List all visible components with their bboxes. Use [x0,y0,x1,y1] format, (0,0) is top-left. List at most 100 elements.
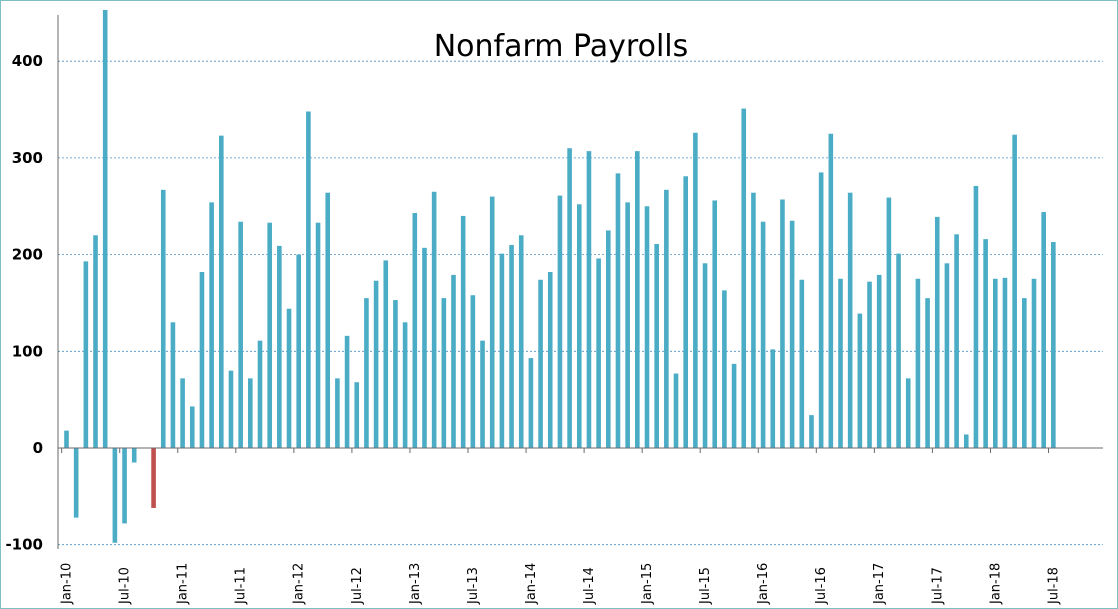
bar [180,378,185,448]
bar [538,279,543,448]
bar [1031,278,1037,448]
x-tick-label: Jul-17 [930,567,945,605]
bar [963,434,969,448]
bar [499,253,505,448]
bar [547,272,553,448]
bar [789,220,795,448]
bar [576,204,582,448]
bar [277,245,282,448]
bar [635,151,640,449]
bar [460,215,466,448]
bar [199,272,205,448]
y-tick-label: 400 [12,52,43,70]
bar [886,197,892,448]
bar [335,378,340,448]
bar [780,199,785,448]
bar [557,195,563,448]
bar [983,239,988,448]
bar [422,247,427,448]
bar [160,189,166,448]
bar [741,108,747,448]
bar [122,448,127,524]
bar [325,192,331,448]
bar [925,298,930,448]
x-tick-label: Jul-14 [582,567,597,605]
y-tick-label: 0 [33,439,43,457]
bar [731,363,737,448]
bar [489,196,495,448]
bar [431,191,437,448]
bar [354,382,360,448]
bar [993,278,998,448]
bar [799,279,805,448]
bar [673,373,679,448]
bar [228,370,234,448]
bar [73,448,79,518]
bar [664,189,669,448]
y-tick-label: 100 [12,342,43,360]
bar [219,135,224,448]
bar [751,192,756,448]
y-tick-labels: -100 0 100 200 300 400 [5,52,43,554]
bar [867,281,872,448]
bar [528,358,534,448]
chart-title: Nonfarm Payrolls [434,29,689,64]
bar [393,300,398,448]
x-tick-label: Jul-10 [118,567,133,605]
x-tick-label: Jan-18 [988,563,1003,605]
bar [296,254,301,448]
bar [83,261,89,448]
bar [441,298,447,448]
bar [248,378,253,448]
bar [470,295,476,448]
bar [770,349,776,448]
bar [712,200,718,448]
bar [586,151,592,449]
axes [57,15,1103,549]
bar [693,132,698,448]
bar [257,340,263,448]
x-tick-label: Jan-11 [176,563,191,605]
bar [480,340,485,448]
bar [702,263,708,448]
bar [934,216,940,448]
x-tick-label: Jan-15 [640,563,655,605]
bar [905,378,911,448]
bar [654,243,659,448]
bar [847,192,853,448]
bar [722,290,727,448]
x-tick-label: Jan-14 [524,563,539,605]
bar [838,278,843,448]
bar [1002,277,1008,448]
bar [915,278,921,448]
bar [112,448,118,543]
bar [402,322,408,448]
x-tick-label: Jan-16 [756,563,771,605]
bar [567,148,572,449]
bar [373,280,379,448]
bar [131,448,137,463]
bar [267,222,272,448]
bars [64,9,1056,543]
bar [896,253,901,448]
bar [306,111,311,448]
y-tick-label: -100 [5,536,43,554]
bar [286,308,292,448]
x-tick-label: Jul-12 [350,567,365,605]
bar [170,322,176,448]
bar [1041,212,1046,448]
x-tick-label: Jan-10 [60,563,75,605]
bar [1051,242,1056,448]
bar [973,185,979,448]
bar [344,335,350,448]
bar [809,415,814,448]
bar [683,176,688,448]
y-tick-label: 300 [12,149,43,167]
bar [644,206,650,448]
bar [944,263,950,448]
x-tick-label: Jul-11 [234,567,249,605]
x-tick-label: Jan-17 [872,563,887,605]
bar [857,313,863,448]
